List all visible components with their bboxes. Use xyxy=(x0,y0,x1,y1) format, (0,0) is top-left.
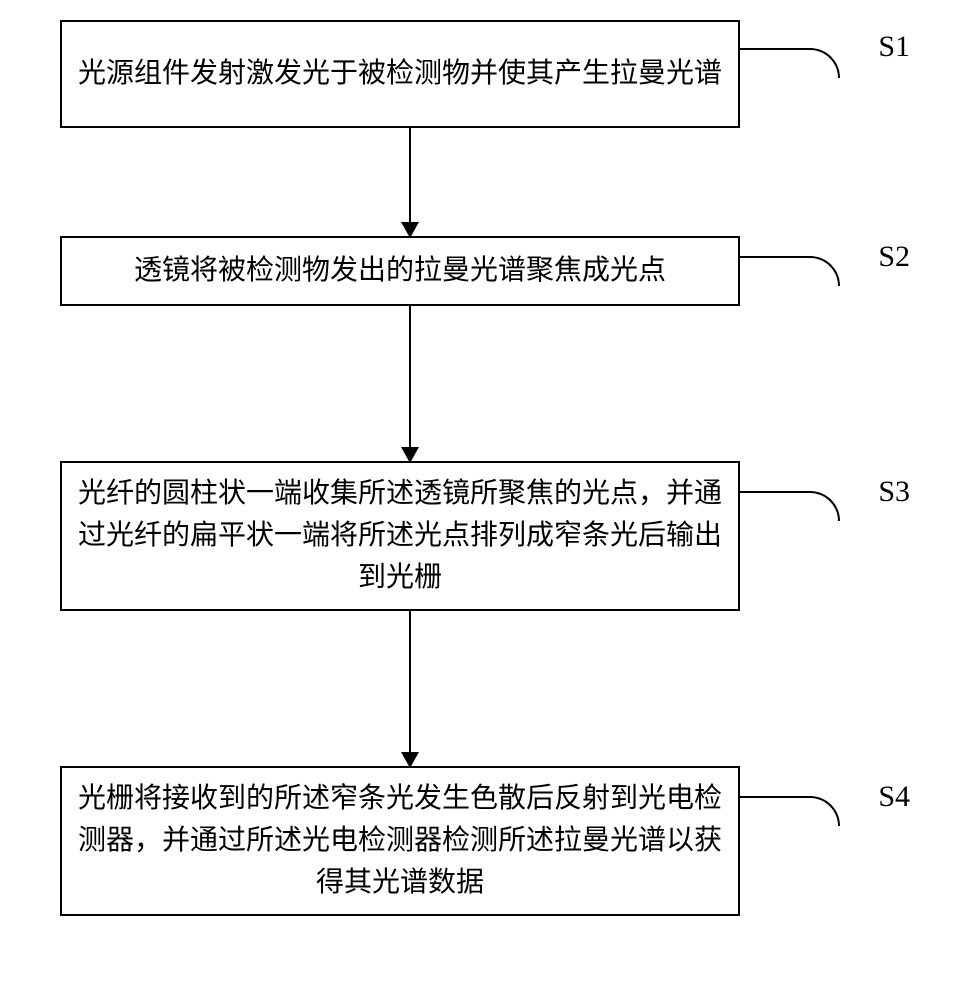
step-label-s4: S4 xyxy=(878,780,910,814)
step-box-s1: 光源组件发射激发光于被检测物并使其产生拉曼光谱 xyxy=(60,20,740,128)
step-text-s1: 光源组件发射激发光于被检测物并使其产生拉曼光谱 xyxy=(78,53,722,95)
label-connector-s1 xyxy=(740,48,840,78)
step-group-s1: 光源组件发射激发光于被检测物并使其产生拉曼光谱 S1 xyxy=(50,20,910,128)
step-text-s2: 透镜将被检测物发出的拉曼光谱聚焦成光点 xyxy=(134,250,666,292)
step-text-s3: 光纤的圆柱状一端收集所述透镜所聚焦的光点，并通过光纤的扁平状一端将所述光点排列成… xyxy=(72,473,728,599)
arrow-container-3 xyxy=(60,611,760,766)
step-label-s2: S2 xyxy=(878,240,910,274)
step-box-s4: 光栅将接收到的所述窄条光发生色散后反射到光电检测器，并通过所述光电检测器检测所述… xyxy=(60,766,740,916)
step-label-s3: S3 xyxy=(878,475,910,509)
arrow-3 xyxy=(409,611,411,766)
step-box-s2: 透镜将被检测物发出的拉曼光谱聚焦成光点 xyxy=(60,236,740,306)
step-group-s2: 透镜将被检测物发出的拉曼光谱聚焦成光点 S2 xyxy=(50,236,910,306)
step-text-s4: 光栅将接收到的所述窄条光发生色散后反射到光电检测器，并通过所述光电检测器检测所述… xyxy=(72,778,728,904)
step-label-s1: S1 xyxy=(878,30,910,64)
label-connector-s2 xyxy=(740,256,840,286)
step-group-s4: 光栅将接收到的所述窄条光发生色散后反射到光电检测器，并通过所述光电检测器检测所述… xyxy=(50,766,910,916)
arrow-container-2 xyxy=(60,306,760,461)
label-connector-s4 xyxy=(740,796,840,826)
arrow-container-1 xyxy=(60,128,760,236)
flowchart-container: 光源组件发射激发光于被检测物并使其产生拉曼光谱 S1 透镜将被检测物发出的拉曼光… xyxy=(50,20,910,916)
step-group-s3: 光纤的圆柱状一端收集所述透镜所聚焦的光点，并通过光纤的扁平状一端将所述光点排列成… xyxy=(50,461,910,611)
label-connector-s3 xyxy=(740,491,840,521)
step-box-s3: 光纤的圆柱状一端收集所述透镜所聚焦的光点，并通过光纤的扁平状一端将所述光点排列成… xyxy=(60,461,740,611)
arrow-1 xyxy=(409,128,411,236)
arrow-2 xyxy=(409,306,411,461)
